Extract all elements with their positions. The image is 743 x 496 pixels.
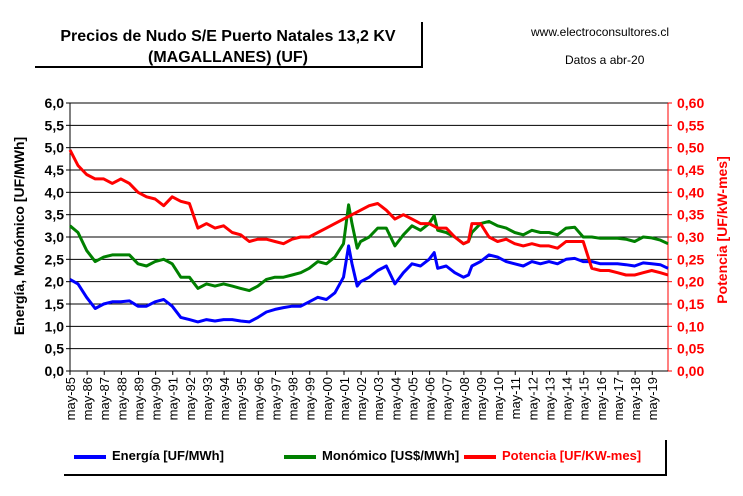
x-tick-label: may-98	[286, 377, 301, 420]
series-line-monomico	[69, 203, 669, 293]
y-tick-label-right: 0,25	[677, 251, 704, 267]
x-tick-label: may-99	[303, 377, 318, 420]
x-tick-label: may-06	[423, 377, 438, 420]
x-tick-label: may-95	[234, 377, 249, 420]
x-tick-label: may-85	[63, 377, 78, 420]
legend-item-monomico: Monómico [US$/MWh]	[284, 448, 459, 464]
x-tick-label: may-09	[474, 377, 489, 420]
x-tick-label: may-97	[268, 377, 283, 420]
y-axis-label-left: Energía, Monómico [UF/MWh]	[11, 137, 27, 335]
legend-item-energia: Energía [UF/MWh]	[74, 448, 224, 464]
x-tick-label: may-17	[611, 377, 626, 420]
y-tick-label-left: 2,0	[45, 274, 65, 290]
series-line-potencia	[68, 149, 669, 277]
x-tick-label: may-91	[166, 377, 181, 420]
y-tick-label-left: 5,5	[45, 117, 65, 133]
y-tick-label-right: 0,00	[677, 363, 704, 379]
y-tick-label-left: 2,5	[45, 251, 65, 267]
y-tick-label-right: 0,20	[677, 274, 704, 290]
x-tick-label: may-93	[200, 377, 215, 420]
legend-swatch-energia	[74, 454, 106, 459]
y-tick-label-left: 1,5	[45, 296, 65, 312]
chart-title: Precios de Nudo S/E Puerto Natales 13,2 …	[35, 22, 423, 68]
x-tick-label: may-96	[251, 377, 266, 420]
x-tick-label: may-92	[183, 377, 198, 420]
legend-label-potencia: Potencia [UF/KW-mes]	[502, 448, 642, 463]
y-tick-label-right: 0,50	[677, 140, 704, 156]
x-tick-label: may-15	[577, 377, 592, 420]
y-axis-label-right: Potencia [UF/kW-mes]	[714, 156, 730, 304]
chart-title-line2: (MAGALLANES) (UF)	[148, 49, 308, 66]
axes: 0,0 0,5 1,0 1,5 2,0 2,5 3,0 3,5 4,0 4,5 5,0 5,5 6,0 0…	[45, 95, 705, 420]
x-tick-label: may-08	[457, 377, 472, 420]
x-tick-label: may-13	[542, 377, 557, 420]
x-tick-label: may-05	[405, 377, 420, 420]
y-tick-label-left: 6,0	[45, 95, 65, 111]
x-tick-label: may-94	[217, 377, 232, 420]
data-date-label: Datos a abr-20	[565, 53, 645, 67]
x-tick-label: may-18	[628, 377, 643, 420]
x-tick-label: may-01	[337, 377, 352, 420]
x-tick-label: may-86	[80, 377, 95, 420]
x-tick-label: may-14	[560, 377, 575, 420]
y-tick-label-right: 0,45	[677, 162, 704, 178]
legend: Energía [UF/MWh] Monómico [US$/MWh] Pote…	[64, 440, 667, 476]
x-tick-label: may-07	[440, 377, 455, 420]
x-tick-label: may-89	[131, 377, 146, 420]
legend-swatch-potencia	[464, 454, 496, 459]
y-tick-label-right: 0,40	[677, 184, 704, 200]
x-tick-label: may-12	[525, 377, 540, 420]
y-tick-label-right: 0,10	[677, 318, 704, 334]
x-tick-label: may-03	[371, 377, 386, 420]
y-tick-label-right: 0,05	[677, 341, 704, 357]
line-chart: 0,0 0,5 1,0 1,5 2,0 2,5 3,0 3,5 4,0 4,5 5,0 5,5 6,0 0…	[11, 95, 730, 420]
legend-item-potencia: Potencia [UF/KW-mes]	[464, 448, 641, 464]
y-tick-label-left: 1,0	[45, 318, 65, 334]
x-tick-label: may-00	[320, 377, 335, 420]
x-tick-label: may-16	[594, 377, 609, 420]
legend-swatch-monomico	[284, 454, 316, 459]
series-line-energia	[69, 244, 669, 324]
x-tick-label: may-02	[354, 377, 369, 420]
x-tick-label: may-04	[388, 377, 403, 420]
y-tick-label-left: 3,5	[45, 207, 65, 223]
x-tick-label: may-90	[149, 377, 164, 420]
y-tick-label-right: 0,15	[677, 296, 704, 312]
y-tick-label-left: 0,0	[45, 363, 65, 379]
legend-label-energia: Energía [UF/MWh]	[112, 448, 224, 463]
y-tick-label-left: 5,0	[45, 140, 65, 156]
y-tick-label-left: 3,0	[45, 229, 65, 245]
y-tick-label-left: 4,0	[45, 184, 65, 200]
chart-title-line1: Precios de Nudo S/E Puerto Natales 13,2 …	[60, 28, 396, 45]
x-tick-label: may-88	[114, 377, 129, 420]
x-tick-label: may-87	[97, 377, 112, 420]
y-tick-label-right: 0,55	[677, 117, 704, 133]
legend-label-monomico: Monómico [US$/MWh]	[322, 448, 460, 463]
y-tick-label-left: 4,5	[45, 162, 65, 178]
y-tick-label-left: 0,5	[45, 341, 65, 357]
y-tick-label-right: 0,60	[677, 95, 704, 111]
y-tick-label-right: 0,30	[677, 229, 704, 245]
y-tick-label-right: 0,35	[677, 207, 704, 223]
series-lines	[68, 149, 669, 324]
x-tick-label: may-10	[491, 377, 506, 420]
x-tick-label: may-11	[508, 377, 523, 419]
x-tick-label: may-19	[645, 377, 660, 420]
website-label: www.electroconsultores.cl	[531, 25, 670, 39]
